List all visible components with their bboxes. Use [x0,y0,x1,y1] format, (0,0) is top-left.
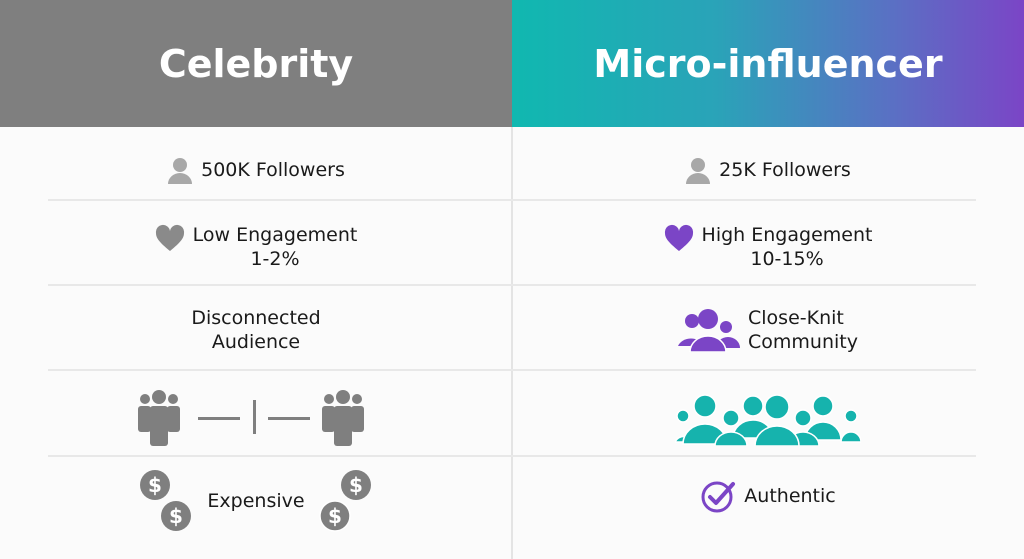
followers-celebrity: 500K Followers [0,150,512,190]
heart-icon [155,224,184,251]
svg-text:$: $ [148,473,162,497]
check-circle-icon [701,481,736,513]
heart-icon [664,224,693,251]
separated-groups-icon [138,390,364,446]
row-divider [48,199,976,201]
cost-celebrity: $ $ Expensive $ $ [0,466,512,536]
audience-label: Close-Knit [748,307,844,329]
header-micro-influencer: Micro-influencer [512,0,1024,127]
separated-groups-celebrity [0,388,512,448]
svg-text:$: $ [349,473,363,497]
audience-label: Disconnected [191,307,321,329]
header-title: Micro-influencer [593,41,943,86]
engagement-micro: High Engagement 10-15% [512,222,1024,272]
crowd-micro [512,388,1024,448]
dollar-coin-icon: $$ [140,470,192,531]
header-celebrity: Celebrity [0,0,512,127]
followers-micro: 25K Followers [512,150,1024,190]
engagement-label: Low Engagement [192,224,358,246]
followers-text: 25K Followers [719,159,851,181]
authenticity-micro: Authentic [512,476,1024,516]
row-divider [48,369,976,371]
column-divider [511,127,513,559]
engagement-rate: 10-15% [750,248,824,270]
audience-label: Audience [211,331,301,353]
engagement-rate: 1-2% [250,248,300,270]
group-icon [678,309,741,352]
row-divider [48,284,976,286]
audience-celebrity: Disconnected Audience [0,305,512,355]
cost-text: Expensive [207,490,305,512]
crowd-icon [675,394,861,446]
authenticity-text: Authentic [744,485,836,507]
dollar-coin-icon: $$ [318,470,371,532]
followers-text: 500K Followers [201,159,345,181]
user-icon [168,158,193,184]
audience-micro: Close-Knit Community [512,305,1024,355]
svg-text:$: $ [328,504,342,528]
row-divider [48,455,976,457]
engagement-label: High Engagement [701,224,873,246]
user-icon [686,158,711,184]
audience-label: Community [748,331,858,353]
svg-text:$: $ [169,504,183,528]
engagement-celebrity: Low Engagement 1-2% [0,222,512,272]
header-title: Celebrity [158,41,354,86]
